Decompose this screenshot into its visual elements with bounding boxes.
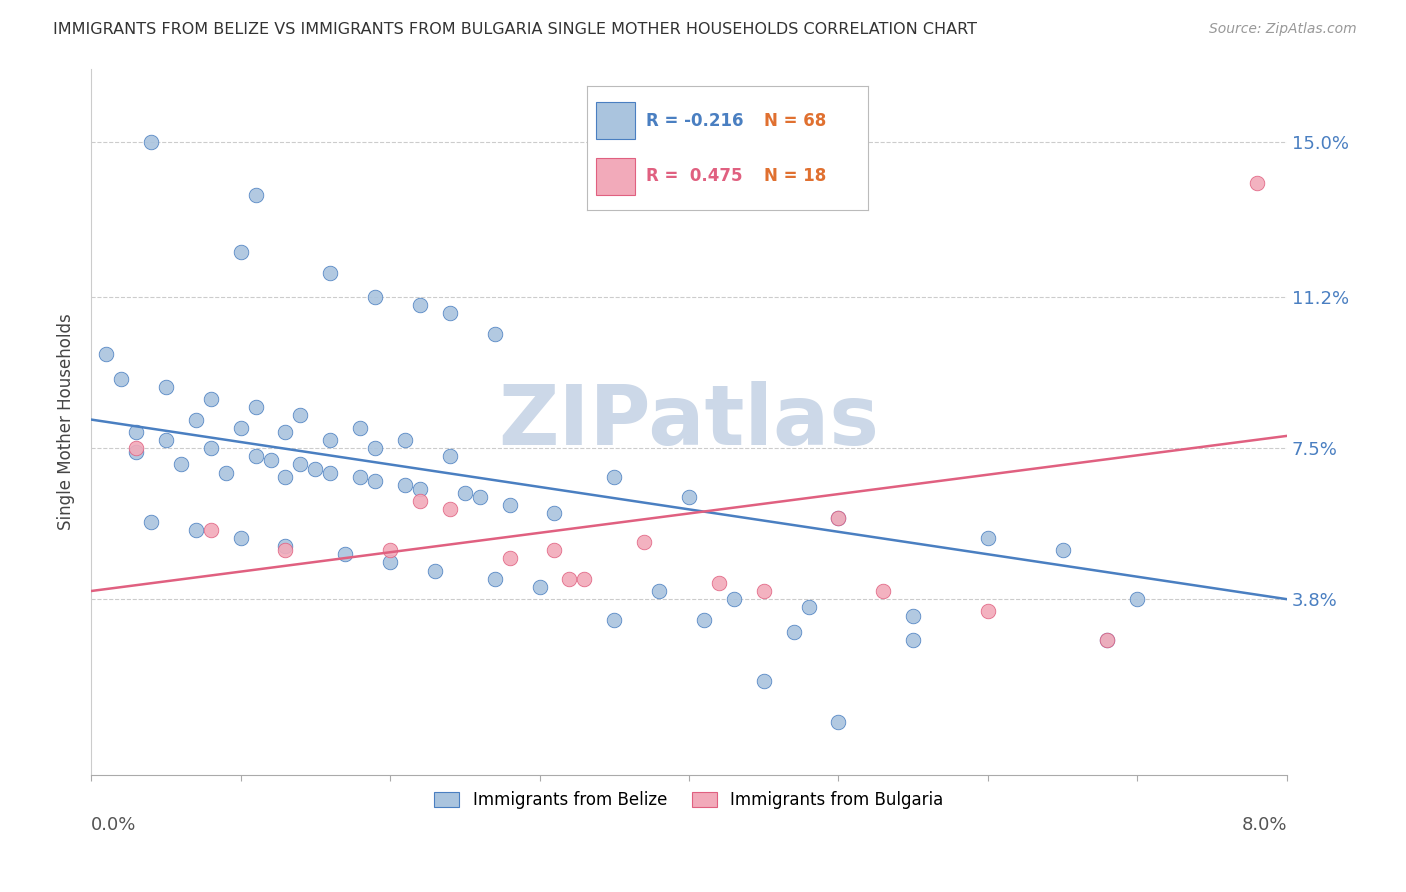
Point [229, 531, 252, 545]
Point [498, 551, 520, 566]
Point [229, 421, 252, 435]
Point [409, 482, 432, 496]
Point [245, 188, 267, 202]
Point [574, 572, 596, 586]
Point [125, 441, 148, 455]
Y-axis label: Single Mother Households: Single Mother Households [58, 313, 75, 530]
Point [364, 474, 387, 488]
Point [543, 507, 565, 521]
Point [693, 613, 716, 627]
Point [290, 458, 312, 472]
Point [394, 478, 416, 492]
Point [498, 498, 520, 512]
Point [977, 531, 1000, 545]
Point [215, 466, 238, 480]
Point [439, 306, 461, 320]
Point [274, 539, 297, 553]
Point [468, 490, 491, 504]
Point [423, 564, 446, 578]
Point [139, 135, 162, 149]
Point [155, 433, 177, 447]
Point [184, 412, 207, 426]
Point [484, 572, 506, 586]
Text: IMMIGRANTS FROM BELIZE VS IMMIGRANTS FROM BULGARIA SINGLE MOTHER HOUSEHOLDS CORR: IMMIGRANTS FROM BELIZE VS IMMIGRANTS FRO… [53, 22, 977, 37]
Text: 0.0%: 0.0% [91, 815, 136, 833]
Text: 8.0%: 8.0% [1241, 815, 1286, 833]
Point [349, 421, 371, 435]
Point [364, 290, 387, 304]
Point [439, 502, 461, 516]
Point [319, 433, 342, 447]
Point [648, 584, 671, 599]
Point [1126, 592, 1149, 607]
Point [245, 450, 267, 464]
Point [529, 580, 551, 594]
Point [827, 714, 849, 729]
Point [901, 608, 924, 623]
Point [259, 453, 281, 467]
Point [633, 535, 655, 549]
Point [378, 556, 401, 570]
Point [439, 450, 461, 464]
Point [304, 461, 326, 475]
Point [184, 523, 207, 537]
Point [484, 326, 506, 341]
Point [752, 673, 775, 688]
Point [245, 401, 267, 415]
Point [1246, 176, 1268, 190]
Point [274, 425, 297, 439]
Point [454, 486, 477, 500]
Point [125, 445, 148, 459]
Point [603, 469, 626, 483]
Point [200, 523, 222, 537]
Point [110, 372, 132, 386]
Point [349, 469, 371, 483]
Point [139, 515, 162, 529]
Point [752, 584, 775, 599]
Point [1052, 543, 1074, 558]
Point [678, 490, 700, 504]
Point [797, 600, 820, 615]
Point [394, 433, 416, 447]
Point [901, 632, 924, 647]
Point [319, 266, 342, 280]
Point [827, 510, 849, 524]
Point [364, 441, 387, 455]
Point [125, 425, 148, 439]
Legend: Immigrants from Belize, Immigrants from Bulgaria: Immigrants from Belize, Immigrants from … [427, 784, 950, 816]
Point [409, 298, 432, 312]
Point [1097, 632, 1119, 647]
Point [782, 624, 804, 639]
Point [155, 380, 177, 394]
Point [409, 494, 432, 508]
Point [827, 510, 849, 524]
Point [274, 543, 297, 558]
Point [872, 584, 894, 599]
Point [170, 458, 193, 472]
Text: ZIPatlas: ZIPatlas [499, 381, 880, 462]
Point [229, 245, 252, 260]
Point [723, 592, 745, 607]
Point [274, 469, 297, 483]
Point [335, 547, 357, 561]
Point [558, 572, 581, 586]
Point [378, 543, 401, 558]
Point [707, 575, 730, 590]
Point [200, 392, 222, 406]
Point [603, 613, 626, 627]
Point [977, 604, 1000, 618]
Point [319, 466, 342, 480]
Text: Source: ZipAtlas.com: Source: ZipAtlas.com [1209, 22, 1357, 37]
Point [1097, 632, 1119, 647]
Point [94, 347, 117, 361]
Point [543, 543, 565, 558]
Point [290, 409, 312, 423]
Point [200, 441, 222, 455]
